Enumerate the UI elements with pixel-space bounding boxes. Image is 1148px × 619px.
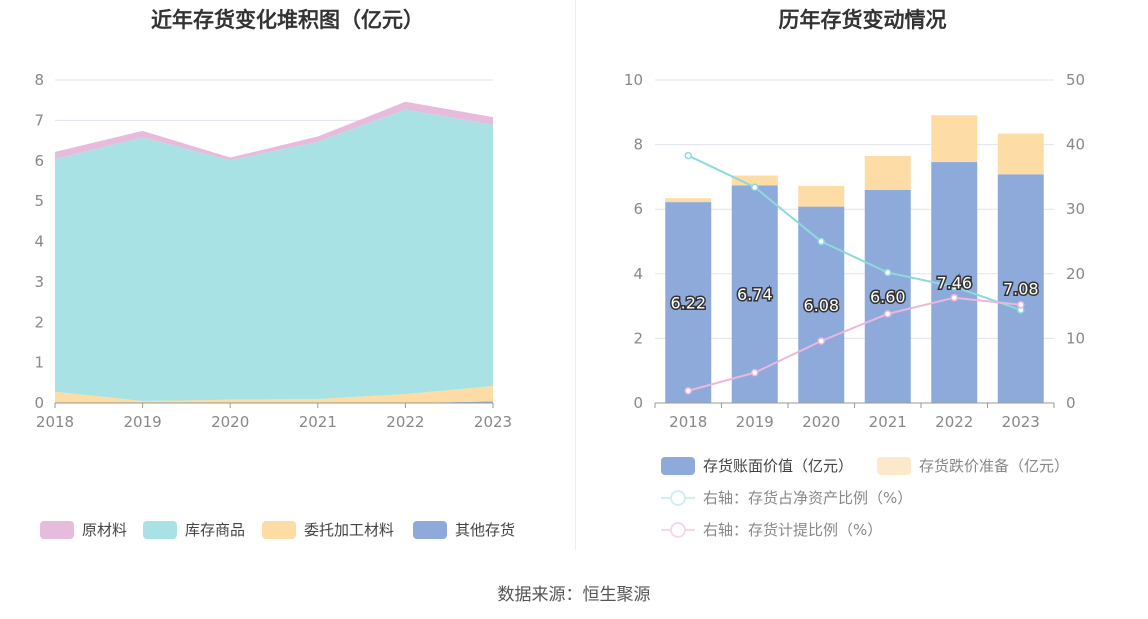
y-left-tick-label: 10 xyxy=(624,71,643,89)
x-tick-label: 2021 xyxy=(299,413,337,431)
y-left-tick-label: 2 xyxy=(633,329,643,347)
legend-item-consigned-materials[interactable]: 委托加工材料 xyxy=(262,519,394,540)
bar-impairment xyxy=(931,115,978,163)
area-series-3 xyxy=(55,101,493,161)
bar-impairment xyxy=(731,175,778,186)
x-tick-label: 2020 xyxy=(802,413,840,431)
legend-label: 委托加工材料 xyxy=(304,521,395,539)
y-left-tick-label: 0 xyxy=(633,394,643,412)
bar-book-value xyxy=(864,189,911,403)
y-tick-label: 5 xyxy=(34,192,44,210)
y-tick-label: 6 xyxy=(34,152,44,170)
bar-data-label: 6.08 xyxy=(803,296,839,315)
line-point-3 xyxy=(884,310,892,318)
y-tick-label: 4 xyxy=(34,233,44,251)
legend-label: 右轴：存货计提比例（%） xyxy=(703,521,883,539)
x-tick-label: 2021 xyxy=(869,413,907,431)
line-point-3 xyxy=(950,293,958,302)
legend-line-swatch xyxy=(661,489,695,507)
legend-swatch xyxy=(413,520,447,539)
legend-swatch xyxy=(262,520,296,539)
y-right-tick-label: 50 xyxy=(1066,71,1085,89)
bar-data-label: 6.22 xyxy=(670,294,706,313)
line-point-3 xyxy=(751,368,759,377)
x-tick-label: 2019 xyxy=(736,413,774,431)
line-point-2 xyxy=(884,268,892,277)
legend-swatch xyxy=(143,520,177,539)
legend-swatch xyxy=(661,456,695,475)
left-chart-panel: 近年存货变化堆积图（亿元） 0 1 2 3 4 5 6 7 8 2018 2019 2020 2021 2… xyxy=(0,0,575,550)
bar-line-combo-chart: 0 2 4 6 8 10 0 10 20 30 40 50 2018 2019 2020 2021 2022 20… xyxy=(624,71,1085,431)
line-point-2 xyxy=(817,237,825,246)
bar-data-label: 7.08 xyxy=(1003,280,1039,299)
legend-label: 其他存货 xyxy=(455,521,516,539)
x-tick-label: 2018 xyxy=(36,413,74,431)
legend-item-raw-materials[interactable]: 原材料 xyxy=(40,519,127,540)
legend-item-other-inventory[interactable]: 其他存货 xyxy=(413,519,515,540)
legend-label: 原材料 xyxy=(82,521,128,539)
line-point-2 xyxy=(751,183,759,191)
bar-book-value xyxy=(665,202,712,403)
x-tick-label: 2023 xyxy=(474,413,512,431)
y-right-tick-label: 20 xyxy=(1066,265,1085,283)
legend-item-impairment[interactable]: 存货跌价准备（亿元） xyxy=(877,455,1069,476)
left-chart-title: 近年存货变化堆积图（亿元） xyxy=(151,8,424,32)
y-tick-label: 8 xyxy=(34,71,44,89)
legend-item-net-asset-ratio[interactable]: 右轴：存货占净资产比例（%） xyxy=(661,487,912,508)
y-left-tick-label: 6 xyxy=(633,200,643,218)
x-tick-label: 2020 xyxy=(211,413,249,431)
legend-item-book-value[interactable]: 存货账面价值（亿元） xyxy=(661,455,853,476)
legend-swatch xyxy=(877,456,911,475)
area-series-2 xyxy=(55,109,493,401)
bar-data-label: 6.60 xyxy=(870,287,906,306)
bar-impairment xyxy=(798,185,845,207)
legend-item-provision-ratio[interactable]: 右轴：存货计提比例（%） xyxy=(661,519,882,540)
panel-divider xyxy=(575,0,576,550)
bar-book-value xyxy=(731,185,778,403)
line-point-3 xyxy=(817,337,825,345)
y-right-tick-label: 0 xyxy=(1066,394,1076,412)
area-series-1 xyxy=(55,386,493,403)
right-chart-panel: 历年存货变动情况 0 2 4 6 8 10 0 10 20 30 40 50 2018 2019 2020 2… xyxy=(577,0,1148,550)
x-tick-label: 2022 xyxy=(935,413,973,431)
line-series-3 xyxy=(687,296,1021,392)
legend-line-swatch xyxy=(661,521,695,539)
bar-impairment xyxy=(997,133,1044,175)
bar-book-value xyxy=(997,174,1044,403)
bar-impairment xyxy=(665,198,712,203)
right-chart-title: 历年存货变动情况 xyxy=(778,8,947,32)
line-series-2 xyxy=(687,154,1022,311)
stacked-area-chart: 0 1 2 3 4 5 6 7 8 2018 2019 2020 2021 2022 2023 xyxy=(34,71,512,431)
x-tick-label: 2023 xyxy=(1002,413,1040,431)
legend-label: 存货跌价准备（亿元） xyxy=(919,457,1070,475)
data-source-label: 数据来源：恒生聚源 xyxy=(497,585,651,605)
legend-item-finished-goods[interactable]: 库存商品 xyxy=(143,519,245,540)
bar-data-label: 6.74 xyxy=(737,285,773,304)
bar-data-label: 7.46 xyxy=(936,274,972,293)
y-left-tick-label: 4 xyxy=(633,265,643,283)
y-right-tick-label: 10 xyxy=(1066,329,1085,347)
bar-impairment xyxy=(864,155,911,190)
x-tick-label: 2018 xyxy=(669,413,707,431)
line-point-2 xyxy=(684,151,692,160)
y-tick-label: 1 xyxy=(34,354,44,372)
y-tick-label: 7 xyxy=(34,111,44,129)
legend-label: 右轴：存货占净资产比例（%） xyxy=(703,489,913,507)
y-tick-label: 0 xyxy=(34,394,44,412)
x-tick-label: 2022 xyxy=(386,413,424,431)
y-tick-label: 3 xyxy=(34,273,44,291)
legend-label: 存货账面价值（亿元） xyxy=(703,457,854,475)
y-right-tick-label: 40 xyxy=(1066,136,1085,154)
y-tick-label: 2 xyxy=(34,313,44,331)
line-point-3 xyxy=(1017,301,1025,309)
legend-label: 库存商品 xyxy=(185,521,246,539)
line-point-2 xyxy=(950,282,958,291)
y-right-tick-label: 30 xyxy=(1066,200,1085,218)
legend-swatch xyxy=(40,520,74,539)
line-point-3 xyxy=(684,386,692,395)
y-left-tick-label: 8 xyxy=(633,136,643,154)
x-tick-label: 2019 xyxy=(124,413,162,431)
